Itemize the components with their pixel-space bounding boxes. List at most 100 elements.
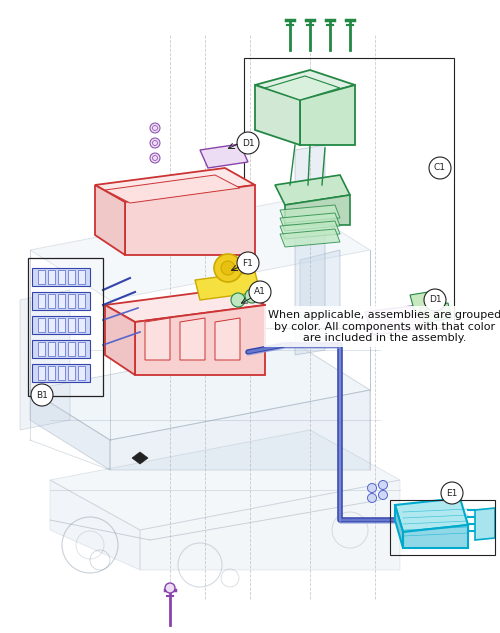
Polygon shape [30,390,110,470]
Circle shape [152,141,158,146]
Circle shape [368,484,376,492]
Circle shape [441,482,463,504]
Polygon shape [48,366,55,380]
Circle shape [152,156,158,161]
Text: F1: F1 [242,258,254,268]
Polygon shape [475,508,495,540]
Polygon shape [38,342,45,356]
Polygon shape [68,294,75,308]
Circle shape [249,281,271,303]
Polygon shape [20,290,70,430]
Bar [28,258,103,396]
Polygon shape [110,390,370,470]
Polygon shape [78,318,85,332]
Polygon shape [135,305,265,375]
Circle shape [424,289,446,311]
Polygon shape [48,318,55,332]
Polygon shape [32,292,90,310]
Circle shape [221,261,235,275]
Polygon shape [68,366,75,380]
Circle shape [152,125,158,130]
Polygon shape [58,318,65,332]
Circle shape [429,157,451,179]
Polygon shape [50,480,140,570]
Circle shape [237,252,259,274]
Polygon shape [48,342,55,356]
Polygon shape [280,229,340,247]
Polygon shape [365,305,428,335]
Polygon shape [58,294,65,308]
Bar [244,58,454,328]
Polygon shape [132,452,148,464]
Circle shape [165,583,175,593]
Polygon shape [95,185,125,255]
Circle shape [237,132,259,154]
Polygon shape [32,340,90,358]
Polygon shape [105,305,135,375]
Polygon shape [58,342,65,356]
Circle shape [214,254,242,282]
Polygon shape [280,213,340,231]
Polygon shape [68,318,75,332]
Text: B1: B1 [36,391,48,399]
Text: D1: D1 [428,296,442,304]
Polygon shape [300,250,340,340]
Polygon shape [30,340,370,440]
Circle shape [245,289,259,303]
Polygon shape [195,272,260,300]
Polygon shape [280,221,340,239]
Polygon shape [395,505,403,548]
Polygon shape [48,270,55,284]
Polygon shape [215,318,240,360]
Text: When applicable, assemblies are grouped
by color. All components with that color: When applicable, assemblies are grouped … [268,310,500,343]
Text: E1: E1 [446,489,458,498]
Text: A1: A1 [254,287,266,296]
Polygon shape [125,185,255,255]
Polygon shape [255,85,300,145]
Polygon shape [95,168,255,202]
Polygon shape [403,525,468,548]
Circle shape [150,138,160,148]
Polygon shape [68,270,75,284]
Circle shape [150,123,160,133]
Text: C1: C1 [434,163,446,173]
Polygon shape [78,366,85,380]
Polygon shape [50,430,400,530]
Circle shape [150,153,160,163]
Polygon shape [78,294,85,308]
Polygon shape [38,294,45,308]
Bar [390,500,495,555]
Polygon shape [32,316,90,334]
Polygon shape [295,145,325,355]
Polygon shape [105,175,240,203]
Polygon shape [255,70,355,100]
Polygon shape [420,303,452,323]
Polygon shape [38,318,45,332]
Polygon shape [58,270,65,284]
Polygon shape [265,76,340,100]
Polygon shape [200,144,248,168]
Polygon shape [410,290,445,313]
Circle shape [231,293,245,307]
Polygon shape [32,268,90,286]
Polygon shape [300,85,355,145]
Polygon shape [48,294,55,308]
Polygon shape [78,342,85,356]
Polygon shape [68,342,75,356]
Polygon shape [145,318,170,360]
Polygon shape [78,270,85,284]
Polygon shape [32,364,90,382]
Polygon shape [280,205,340,223]
Circle shape [378,491,388,499]
Polygon shape [38,366,45,380]
Circle shape [368,494,376,503]
Polygon shape [105,288,265,322]
Polygon shape [275,175,350,205]
Polygon shape [180,318,205,360]
Text: D1: D1 [242,139,254,147]
Polygon shape [58,366,65,380]
Polygon shape [285,195,350,225]
Polygon shape [140,480,400,570]
Circle shape [31,384,53,406]
Polygon shape [30,200,370,300]
